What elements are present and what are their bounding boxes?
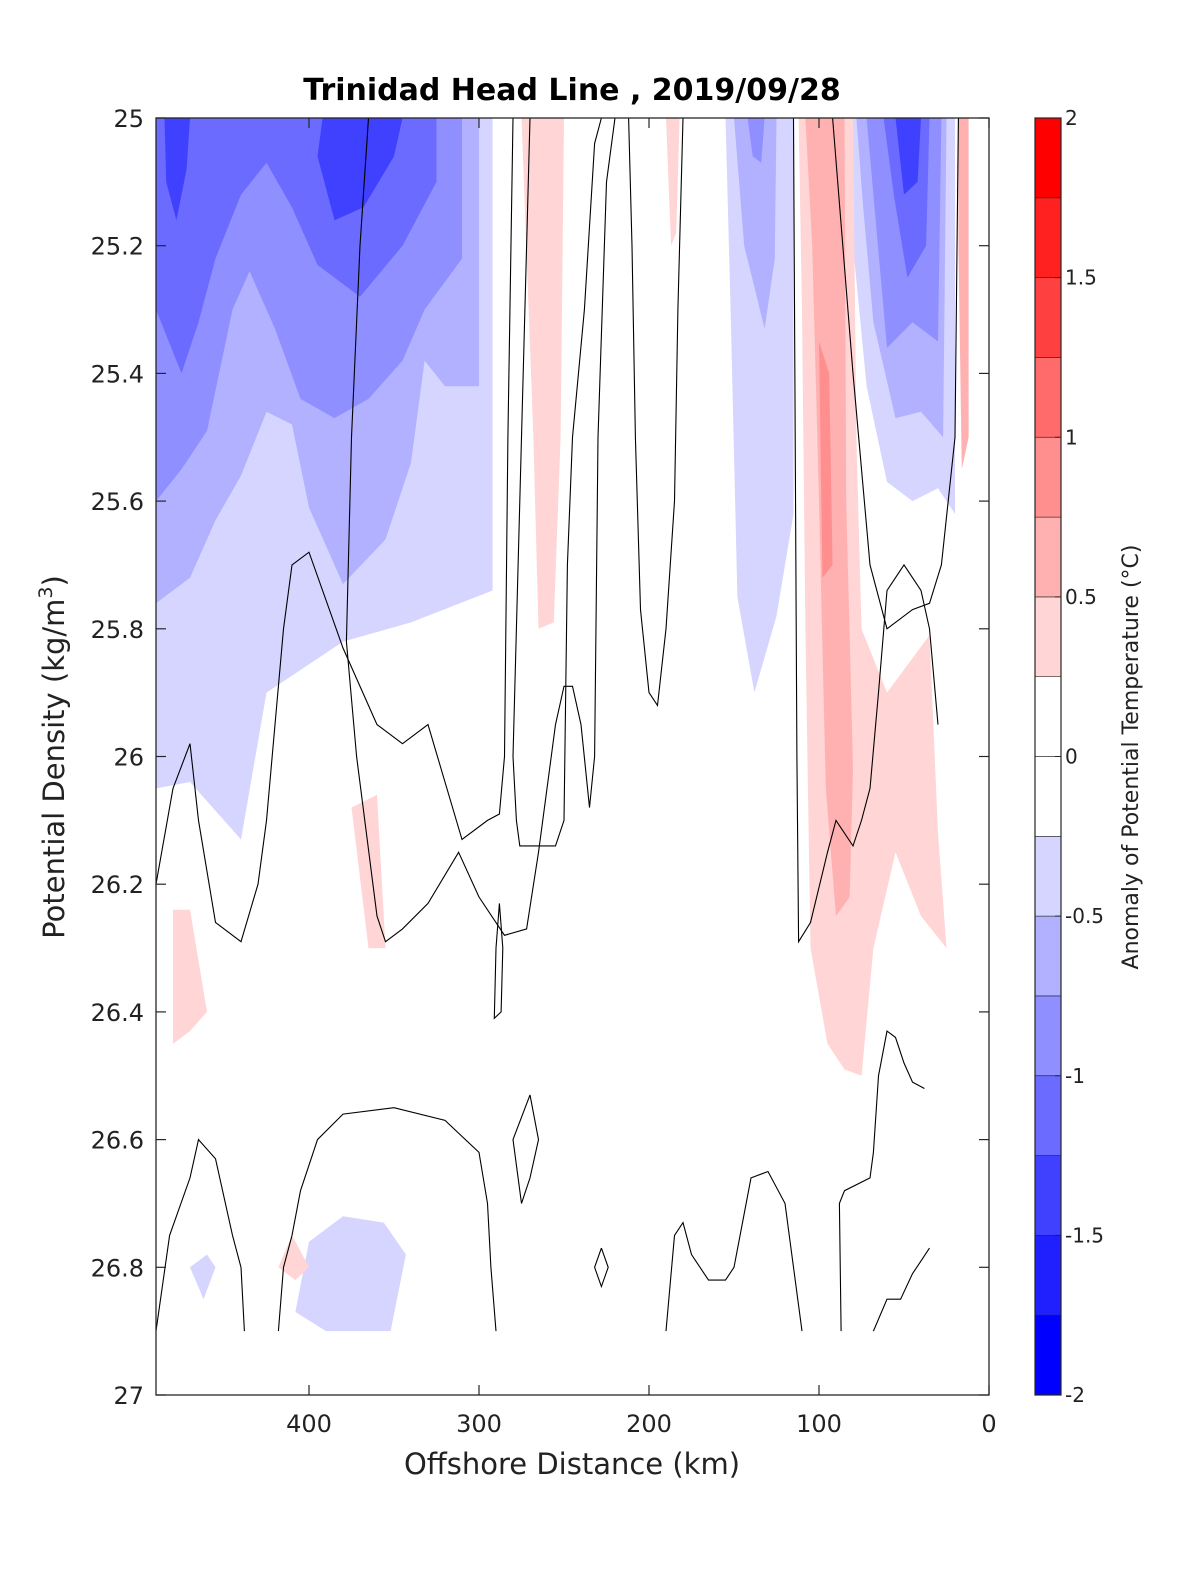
zero-contour-13 [838,1030,925,1332]
anomaly-region-6 [317,118,403,221]
zero-contour-3 [345,117,616,943]
chart-title: Trinidad Head Line , 2019/09/28 [303,73,840,108]
zero-contour-lines [155,117,959,1332]
colorbar: 2 1.5 1 0.5 0 -0.5 -1 -1.5 -2 [1034,106,1104,1407]
colorbar-tick-label-5: -0.5 [1065,904,1104,928]
colorbar-segment-9 [1034,676,1062,757]
colorbar-segment-1 [1034,1314,1062,1396]
zero-contour-7 [493,903,504,1020]
colorbar-tick-label-0: 2 [1065,106,1078,130]
y-tick-label-9: 26.8 [91,1254,144,1282]
colorbar-segment-11 [1034,516,1062,598]
anomaly-region-22 [351,794,386,949]
y-tick-label-8: 26.6 [91,1127,144,1155]
x-tick-label-0: 0 [981,1410,996,1438]
zero-contour-2 [512,117,602,847]
zero-contour-1 [155,117,514,943]
zero-contour-11 [594,1247,609,1289]
colorbar-segment-15 [1034,197,1062,278]
colorbar-segment-8 [1034,756,1062,837]
colorbar-tick-label-7: -1.5 [1065,1223,1104,1247]
y-tick-label-3: 25.6 [91,488,144,516]
colorbar-tick-label-4: 0 [1065,745,1078,769]
x-tick-label-100: 100 [796,1410,842,1438]
y-axis-title-close: ) [37,575,71,586]
x-tick-label-200: 200 [626,1410,672,1438]
anomaly-region-8 [734,118,777,329]
y-tick-label-1: 25.2 [91,233,144,261]
anomaly-region-7 [725,118,794,693]
anomaly-region-9 [747,118,765,163]
anomaly-region-21 [819,341,833,578]
zero-contour-9 [277,1107,497,1332]
anomaly-region-15 [295,1216,406,1332]
x-tick-label-300: 300 [456,1410,502,1438]
y-tick-label-7: 26.4 [91,999,144,1027]
anomaly-region-17 [521,118,564,629]
colorbar-segment-14 [1034,277,1062,358]
colorbar-segment-10 [1034,596,1062,678]
anomaly-region-5 [164,118,190,221]
colorbar-segment-6 [1034,915,1062,997]
y-tick-label-4: 25.8 [91,616,144,644]
colorbar-segment-5 [1034,995,1062,1077]
colorbar-segment-12 [1034,436,1062,518]
y-tick-label-10: 27 [113,1382,144,1410]
anomaly-region-18 [666,118,680,246]
y-tick-label-2: 25.4 [91,360,144,388]
anomaly-region-14 [895,118,921,195]
anomaly-region-16 [190,1254,216,1300]
zero-contour-8 [155,1138,245,1332]
y-tick-label-6: 26.2 [91,871,144,899]
anomaly-region-25 [958,118,969,470]
y-axis-title-superscript: 3 [35,586,57,598]
colorbar-segment-7 [1034,835,1062,917]
zero-contour-4 [628,117,684,707]
colorbar-tick-label-6: -1 [1065,1064,1085,1088]
y-axis-title-main: Potential Density (kg/m [37,599,71,939]
zero-contour-6 [832,117,959,630]
colorbar-segment-13 [1034,357,1062,438]
x-axis: 400 300 200 100 0 [286,118,997,1438]
x-axis-title: Offshore Distance (km) [404,1447,740,1481]
anomaly-region-24 [278,1235,309,1281]
colorbar-segment-4 [1034,1075,1062,1156]
zero-contour-10 [512,1094,540,1204]
y-tick-label-0: 25 [113,105,144,133]
y-axis: 25 25.2 25.4 25.6 25.8 26 26.2 26.4 26.6 26.8 27 [91,105,989,1410]
zero-contour-14 [872,1247,930,1332]
anomaly-region-23 [173,909,207,1044]
colorbar-segment-2 [1034,1235,1062,1316]
anomaly-regions [156,118,969,1332]
zero-contour-12 [665,1170,803,1332]
colorbar-title: Anomaly of Potential Temperature (°C) [1119,545,1144,970]
colorbar-tick-label-3: 0.5 [1065,585,1097,609]
colorbar-tick-label-2: 1 [1065,425,1078,449]
colorbar-segment-16 [1034,117,1062,199]
y-axis-title: Potential Density (kg/m3) [35,575,71,939]
y-tick-label-5: 26 [113,744,144,772]
colorbar-tick-label-8: -2 [1065,1383,1085,1407]
colorbar-segment-3 [1034,1155,1062,1236]
colorbar-tick-label-1: 1.5 [1065,266,1097,290]
x-tick-label-400: 400 [286,1410,332,1438]
zero-contour-5 [792,117,939,944]
